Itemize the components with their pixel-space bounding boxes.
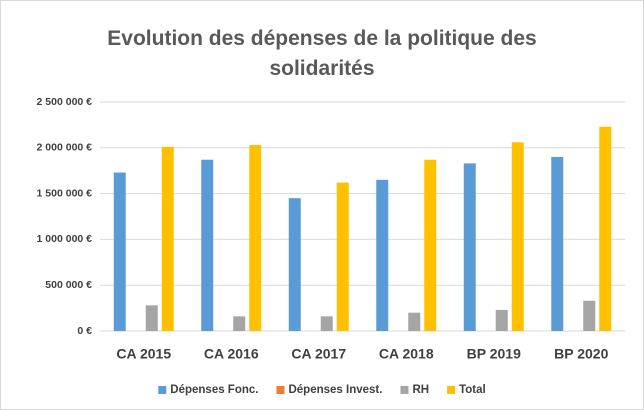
y-tick-label: 1 500 000 € bbox=[37, 187, 93, 199]
legend-swatch bbox=[447, 386, 456, 394]
x-tick-label: CA 2015 bbox=[116, 346, 171, 362]
x-tick-label: CA 2018 bbox=[379, 346, 434, 362]
bar bbox=[583, 300, 596, 331]
bar bbox=[495, 309, 508, 331]
x-tick-label: CA 2016 bbox=[204, 346, 259, 362]
bar bbox=[233, 316, 246, 331]
bar bbox=[145, 305, 158, 331]
bar bbox=[249, 145, 262, 331]
bar bbox=[599, 126, 612, 332]
bar bbox=[113, 172, 126, 331]
legend-label: RH bbox=[412, 384, 429, 396]
legend-label: Dépenses Invest. bbox=[288, 384, 382, 396]
legend-swatch bbox=[400, 386, 409, 394]
legend-label: Total bbox=[459, 384, 486, 396]
bar bbox=[288, 198, 301, 331]
y-tick-label: 2 000 000 € bbox=[37, 142, 93, 154]
y-tick-label: 500 000 € bbox=[45, 279, 92, 291]
bar bbox=[376, 179, 389, 331]
x-tick-label: BP 2020 bbox=[554, 346, 608, 362]
x-tick-label: CA 2017 bbox=[291, 346, 346, 362]
legend-label: Dépenses Fonc. bbox=[170, 384, 258, 396]
y-tick-label: 2 500 000 € bbox=[37, 96, 93, 108]
bar bbox=[408, 312, 421, 331]
bar bbox=[320, 316, 333, 331]
bar bbox=[161, 146, 174, 331]
x-tick-label: BP 2019 bbox=[467, 346, 521, 362]
y-tick-label: 1 000 000 € bbox=[37, 233, 93, 245]
bar bbox=[336, 182, 349, 331]
chart-title: Evolution des dépenses de la politique d… bbox=[107, 27, 537, 80]
bar bbox=[201, 159, 214, 331]
bar bbox=[463, 163, 476, 331]
y-tick-label: 0 € bbox=[77, 325, 92, 337]
bar bbox=[551, 156, 564, 331]
bar bbox=[424, 159, 437, 331]
legend-swatch bbox=[158, 386, 167, 394]
bar bbox=[511, 142, 524, 331]
legend-swatch bbox=[276, 386, 285, 394]
